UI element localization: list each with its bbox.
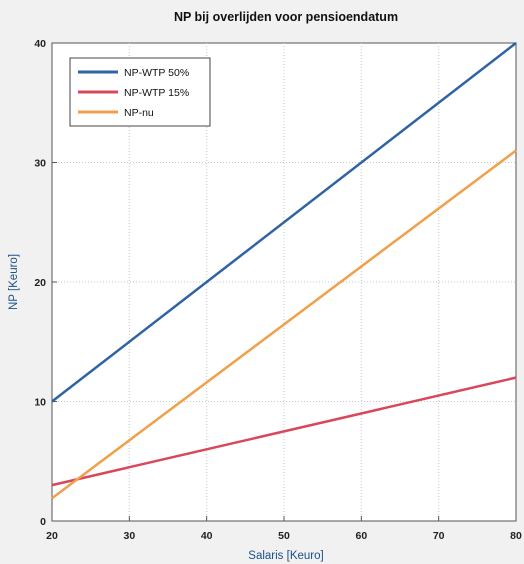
x-tick-label: 70 bbox=[433, 530, 445, 542]
series-line-3 bbox=[51, 149, 517, 500]
legend-label: NP-WTP 15% bbox=[124, 87, 189, 99]
series-line-2 bbox=[51, 376, 517, 487]
x-tick-label: 80 bbox=[510, 530, 522, 542]
y-tick-label: 10 bbox=[34, 397, 46, 409]
chart-title: NP bij overlijden voor pensioendatum bbox=[174, 10, 398, 24]
y-tick-label: 20 bbox=[34, 277, 46, 289]
x-tick-label: 50 bbox=[278, 530, 290, 542]
y-tick-label: 0 bbox=[40, 516, 46, 528]
legend: NP-WTP 50% NP-WTP 15% NP-nu bbox=[69, 57, 211, 127]
x-axis-label: Salaris [Keuro] bbox=[248, 550, 323, 562]
axis-ticks: 20 30 40 50 60 70 80 0 10 20 30 40 bbox=[34, 38, 522, 542]
x-tick-label: 60 bbox=[355, 530, 367, 542]
y-tick-label: 30 bbox=[34, 158, 46, 170]
series-line-1 bbox=[51, 42, 517, 403]
x-tick-label: 40 bbox=[201, 530, 213, 542]
grid-lines bbox=[52, 43, 516, 521]
legend-label: NP-WTP 50% bbox=[124, 67, 189, 79]
y-tick-label: 40 bbox=[34, 38, 46, 50]
x-tick-label: 20 bbox=[46, 530, 58, 542]
legend-label: NP-nu bbox=[124, 107, 154, 119]
x-tick-label: 30 bbox=[123, 530, 135, 542]
y-axis-label: NP [Keuro] bbox=[8, 254, 20, 310]
series-lines bbox=[51, 42, 517, 500]
